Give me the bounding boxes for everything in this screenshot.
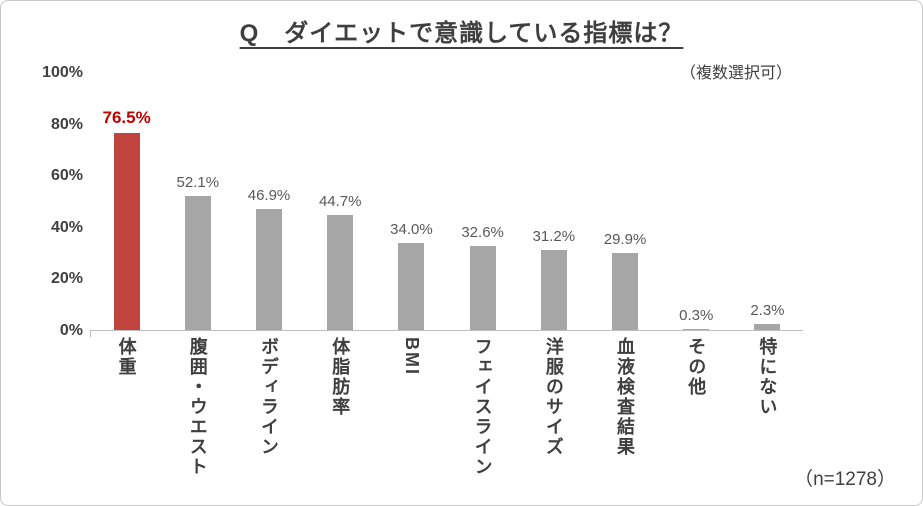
bar-ボディライン bbox=[256, 209, 282, 330]
bar-体脂肪率 bbox=[327, 215, 354, 330]
bar-その他 bbox=[683, 329, 710, 330]
bar-slot: 52.1% bbox=[162, 73, 233, 330]
category-label: 特にない bbox=[757, 337, 778, 417]
bar-血液検査結果 bbox=[612, 253, 639, 330]
bar-slot: 34.0% bbox=[376, 73, 447, 330]
bar-value-label: 29.9% bbox=[603, 231, 647, 249]
y-axis: 100% 80% 60% 40% 20% 0% bbox=[7, 64, 83, 339]
category-label: 体重 bbox=[116, 337, 137, 377]
y-tick-label: 80% bbox=[50, 115, 83, 133]
category-slot: 体脂肪率 bbox=[305, 337, 376, 487]
category-slot: 体重 bbox=[91, 337, 162, 487]
category-slot: ボディライン bbox=[233, 337, 304, 487]
x-axis-labels: 体重 腹囲・ウエスト ボディライン 体脂肪率 BMI フェイスライン 洋服のサイズ 血液検査結… bbox=[91, 337, 803, 487]
bar-value-label: 31.2% bbox=[532, 227, 576, 245]
category-label: 体脂肪率 bbox=[330, 337, 351, 417]
bar-slot: 44.7% bbox=[305, 73, 376, 330]
sample-size-note: （n=1278） bbox=[794, 469, 896, 490]
category-slot: 血液検査結果 bbox=[589, 337, 660, 487]
bar-特にない bbox=[754, 324, 781, 330]
category-label: その他 bbox=[686, 337, 707, 397]
bar-value-label: 32.6% bbox=[461, 224, 504, 242]
bar-slot: 29.9% bbox=[589, 73, 660, 330]
bar-洋服のサイズ bbox=[540, 249, 567, 330]
bar-value-label: 34.0% bbox=[390, 220, 433, 238]
bar-slot: 31.2% bbox=[518, 73, 589, 330]
y-tick-label: 60% bbox=[50, 167, 83, 185]
bars-container: 76.5% 52.1% 46.9% 44.7% 34.0% 32.6% 31.2% 29.9%… bbox=[91, 73, 803, 330]
chart-title: Q ダイエットで意識している指標は？ bbox=[1, 13, 922, 48]
category-label: ボディライン bbox=[259, 337, 279, 457]
bar-slot: 46.9% bbox=[233, 73, 304, 330]
bar-value-label: 44.7% bbox=[318, 193, 362, 211]
y-tick-label: 40% bbox=[50, 218, 83, 236]
chart-subtitle: （複数選択可） bbox=[679, 65, 792, 82]
category-label: 腹囲・ウエスト bbox=[187, 337, 208, 477]
y-tick-label: 100% bbox=[42, 64, 83, 81]
bar-value-label: 0.3% bbox=[679, 307, 714, 324]
category-label: BMI bbox=[401, 337, 422, 376]
category-slot: 腹囲・ウエスト bbox=[162, 337, 233, 487]
chart-title-text: Q ダイエットで意識している指標は？ bbox=[239, 20, 684, 47]
bar-体重 bbox=[113, 133, 140, 330]
y-tick-label: 0% bbox=[59, 322, 83, 339]
category-label: フェイスライン bbox=[472, 337, 493, 477]
bar-value-label: 52.1% bbox=[176, 174, 220, 192]
category-slot: BMI bbox=[376, 337, 447, 487]
bar-slot: 0.3% bbox=[661, 73, 732, 330]
axis-tick bbox=[90, 330, 91, 337]
bar-腹囲・ウエスト bbox=[184, 196, 211, 330]
bar-value-label: 2.3% bbox=[750, 302, 785, 320]
category-slot: 洋服のサイズ bbox=[518, 337, 589, 487]
bar-slot: 32.6% bbox=[447, 73, 518, 330]
category-label: 血液検査結果 bbox=[615, 337, 636, 457]
y-tick-label: 20% bbox=[50, 270, 83, 288]
bar-value-label: 46.9% bbox=[247, 187, 291, 205]
bar-slot: 2.3% bbox=[732, 73, 803, 330]
category-slot: その他 bbox=[661, 337, 732, 487]
bar-value-label: 76.5% bbox=[102, 108, 151, 128]
bar-slot: 76.5% bbox=[91, 73, 162, 330]
category-label: 洋服のサイズ bbox=[543, 337, 564, 457]
category-slot: フェイスライン bbox=[447, 337, 518, 487]
plot-area: 76.5% 52.1% 46.9% 44.7% 34.0% 32.6% 31.2% 29.9%… bbox=[90, 73, 803, 337]
bar-フェイスライン bbox=[469, 246, 496, 330]
bar-BMI bbox=[398, 242, 425, 330]
category-slot: 特にない bbox=[732, 337, 803, 487]
